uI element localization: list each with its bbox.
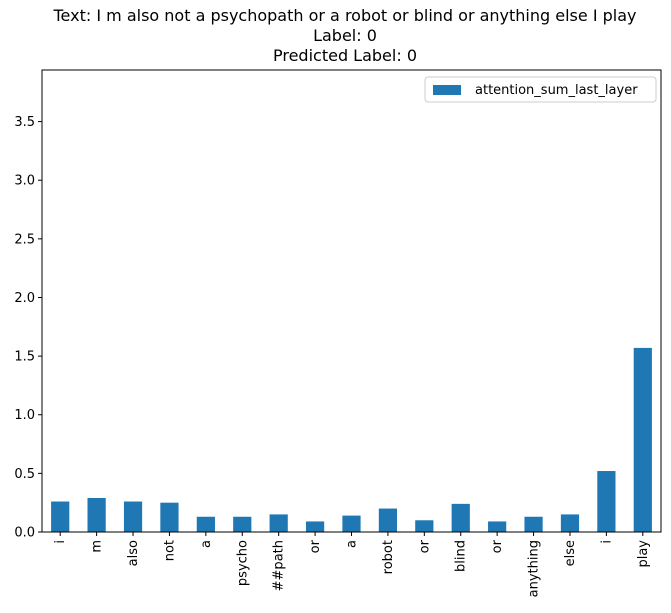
x-tick-label: psycho xyxy=(235,540,250,586)
x-tick-label: or xyxy=(417,539,432,553)
legend-box xyxy=(424,76,657,103)
bar xyxy=(524,516,543,532)
bar xyxy=(560,514,580,532)
bar xyxy=(87,497,106,532)
bar xyxy=(51,501,70,532)
x-tick-label: or xyxy=(308,539,323,553)
bar xyxy=(633,347,652,532)
x-tick-label: play xyxy=(636,540,651,568)
bar xyxy=(488,521,507,532)
bar xyxy=(305,521,325,532)
bar xyxy=(378,508,398,532)
title-text: Text: I m also not a psychopath or a rob… xyxy=(53,6,637,25)
legend-swatch xyxy=(433,85,461,95)
bar xyxy=(451,503,470,532)
x-tick-label: i xyxy=(53,540,68,544)
x-tick-label: a xyxy=(199,540,214,548)
x-tick-label: i xyxy=(599,540,614,544)
bar xyxy=(233,516,252,532)
bar xyxy=(123,501,143,532)
x-tick-label: else xyxy=(563,540,578,566)
title-predicted-label: Predicted Label: 0 xyxy=(272,46,417,65)
y-tick-label: 2.5 xyxy=(14,232,35,247)
bar xyxy=(597,471,616,532)
legend: attention_sum_last_layer xyxy=(424,76,657,103)
x-tick-label: a xyxy=(345,540,360,548)
x-tick-label: anything xyxy=(527,540,542,597)
x-tick-label: not xyxy=(162,540,177,561)
x-tick-label: also xyxy=(126,540,141,566)
y-tick-label: 1.5 xyxy=(14,350,35,365)
x-tick-label: ##path xyxy=(272,540,287,591)
bar xyxy=(342,515,361,532)
legend-label: attention_sum_last_layer xyxy=(475,83,638,98)
bars-group xyxy=(51,347,652,532)
title-label: Label: 0 xyxy=(313,26,377,45)
x-axis: i m also not a psycho ##path or a robot or blind or a… xyxy=(53,532,651,597)
x-tick-label: blind xyxy=(454,540,469,572)
y-axis: 0.0 0.5 1.0 1.5 2.0 2.5 3.0 3.5 xyxy=(14,115,42,541)
chart-title: Text: I m also not a psychopath or a rob… xyxy=(0,6,671,66)
y-tick-label: 0.5 xyxy=(14,467,35,482)
y-tick-label: 2.0 xyxy=(14,291,35,306)
y-tick-label: 3.0 xyxy=(14,174,35,189)
bar xyxy=(269,514,288,532)
y-tick-label: 0.0 xyxy=(14,526,35,541)
x-tick-label: or xyxy=(490,539,505,553)
bar xyxy=(160,502,179,532)
y-tick-label: 1.0 xyxy=(14,408,35,423)
plot-frame xyxy=(41,69,662,533)
y-tick-label: 3.5 xyxy=(14,115,35,130)
x-tick-label: m xyxy=(90,540,105,553)
bar xyxy=(196,516,215,532)
x-tick-label: robot xyxy=(381,540,396,574)
bar xyxy=(415,520,434,532)
